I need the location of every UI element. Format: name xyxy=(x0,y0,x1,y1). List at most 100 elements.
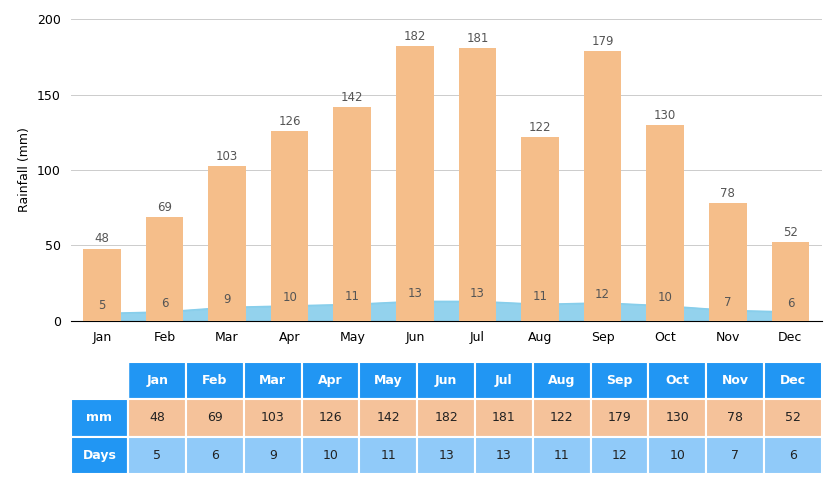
Text: 13: 13 xyxy=(496,449,512,462)
Text: 12: 12 xyxy=(595,288,610,301)
Text: 122: 122 xyxy=(549,411,574,424)
Text: Days: Days xyxy=(82,449,116,462)
Text: mm: mm xyxy=(86,411,112,424)
Text: 11: 11 xyxy=(380,449,396,462)
Text: Oct: Oct xyxy=(666,374,689,387)
Text: 142: 142 xyxy=(341,91,364,103)
Text: 126: 126 xyxy=(278,115,301,128)
Text: 10: 10 xyxy=(323,449,339,462)
Bar xyxy=(129,362,186,399)
Text: Dec: Dec xyxy=(779,374,806,387)
Text: 103: 103 xyxy=(261,411,285,424)
Text: Mar: Mar xyxy=(259,374,286,387)
Bar xyxy=(706,399,764,437)
Bar xyxy=(475,437,533,474)
Text: Apr: Apr xyxy=(318,374,343,387)
Text: 126: 126 xyxy=(319,411,343,424)
Bar xyxy=(71,362,129,399)
Text: 13: 13 xyxy=(470,286,485,299)
Bar xyxy=(359,362,417,399)
Text: 11: 11 xyxy=(344,289,359,303)
Text: 9: 9 xyxy=(223,293,231,306)
Bar xyxy=(359,437,417,474)
Bar xyxy=(475,399,533,437)
Text: 48: 48 xyxy=(149,411,165,424)
Text: 130: 130 xyxy=(666,411,689,424)
Bar xyxy=(417,399,475,437)
Bar xyxy=(459,48,496,321)
Y-axis label: Rainfall (mm): Rainfall (mm) xyxy=(18,127,32,213)
Bar xyxy=(648,362,706,399)
Text: May: May xyxy=(374,374,403,387)
Text: 5: 5 xyxy=(98,298,105,311)
Bar xyxy=(583,51,622,321)
Bar xyxy=(186,437,244,474)
Text: 6: 6 xyxy=(787,297,794,310)
Bar xyxy=(396,46,433,321)
Text: 7: 7 xyxy=(724,296,731,308)
Text: 10: 10 xyxy=(669,449,686,462)
Text: 78: 78 xyxy=(727,411,743,424)
Bar xyxy=(301,362,359,399)
Bar xyxy=(764,362,822,399)
Text: 69: 69 xyxy=(208,411,223,424)
Bar xyxy=(591,399,648,437)
Bar xyxy=(648,437,706,474)
Bar xyxy=(709,203,747,321)
Bar xyxy=(71,437,129,474)
Text: 6: 6 xyxy=(161,297,168,310)
Text: 181: 181 xyxy=(492,411,515,424)
Bar xyxy=(186,362,244,399)
Text: Feb: Feb xyxy=(203,374,227,387)
Legend: Average Precipitation(mm), Average Rain Days: Average Precipitation(mm), Average Rain … xyxy=(261,364,632,377)
Text: 7: 7 xyxy=(731,449,739,462)
Text: 179: 179 xyxy=(591,35,614,48)
Text: 48: 48 xyxy=(95,232,110,245)
Bar xyxy=(521,137,559,321)
Text: 9: 9 xyxy=(269,449,276,462)
Text: 11: 11 xyxy=(554,449,569,462)
Bar xyxy=(208,166,246,321)
Bar xyxy=(706,437,764,474)
Bar xyxy=(417,437,475,474)
Bar xyxy=(533,399,591,437)
Text: 52: 52 xyxy=(785,411,801,424)
Bar xyxy=(706,362,764,399)
Text: 182: 182 xyxy=(403,30,426,43)
Text: 182: 182 xyxy=(434,411,458,424)
Bar xyxy=(764,399,822,437)
Text: 6: 6 xyxy=(788,449,797,462)
Bar xyxy=(301,399,359,437)
Text: 130: 130 xyxy=(654,109,676,122)
Bar xyxy=(71,399,129,437)
Bar xyxy=(244,437,301,474)
Bar xyxy=(359,399,417,437)
Bar xyxy=(417,362,475,399)
Text: Sep: Sep xyxy=(606,374,632,387)
Text: 12: 12 xyxy=(612,449,627,462)
Text: Jan: Jan xyxy=(146,374,168,387)
Bar xyxy=(533,362,591,399)
Bar xyxy=(301,437,359,474)
Bar xyxy=(334,107,371,321)
Bar xyxy=(533,437,591,474)
Text: 78: 78 xyxy=(720,187,735,200)
Text: Jun: Jun xyxy=(435,374,457,387)
Text: 69: 69 xyxy=(157,201,172,214)
Bar xyxy=(146,217,183,321)
Bar xyxy=(83,249,120,321)
Text: 10: 10 xyxy=(657,291,672,304)
Bar xyxy=(271,131,309,321)
Bar xyxy=(475,362,533,399)
Bar xyxy=(591,437,648,474)
Text: 179: 179 xyxy=(608,411,632,424)
Bar xyxy=(591,362,648,399)
Bar xyxy=(129,399,186,437)
Bar xyxy=(244,399,301,437)
Text: Aug: Aug xyxy=(548,374,575,387)
Text: 13: 13 xyxy=(438,449,454,462)
Text: 122: 122 xyxy=(529,121,551,134)
Text: 10: 10 xyxy=(282,291,297,304)
Text: 181: 181 xyxy=(466,32,489,45)
Bar xyxy=(648,399,706,437)
